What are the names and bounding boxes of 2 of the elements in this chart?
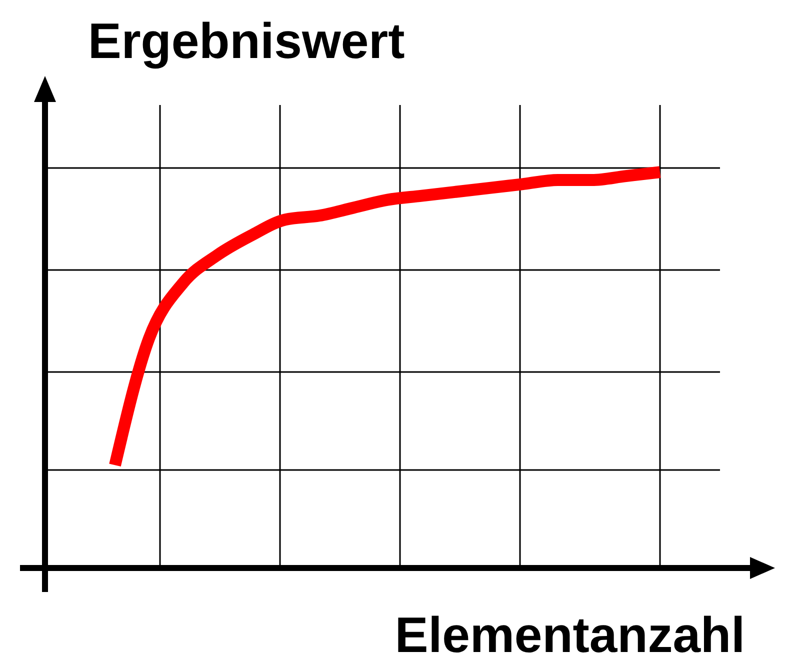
x-axis-title: Elementanzahl — [394, 607, 745, 661]
y-axis-title: Ergebniswert — [88, 13, 406, 69]
